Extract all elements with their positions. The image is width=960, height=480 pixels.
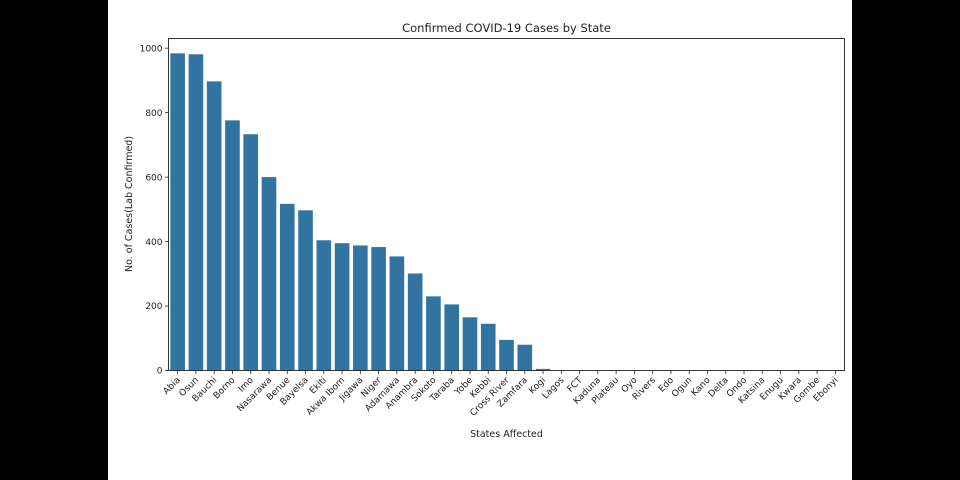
bar-abia <box>170 53 185 371</box>
bar-cross-river <box>499 339 514 371</box>
y-tick-label-400: 400 <box>145 238 162 248</box>
y-tick-label-1000: 1000 <box>140 44 163 54</box>
y-axis-title: No. of Cases(Lab Confirmed) <box>124 136 135 272</box>
bar-adamawa <box>389 256 405 371</box>
bar-bauchi <box>206 81 222 371</box>
y-tick-label-600: 600 <box>145 173 162 183</box>
bar-taraba <box>444 304 459 371</box>
bar-niger <box>371 247 386 371</box>
y-tick-label-800: 800 <box>145 109 162 119</box>
bar-kebbi <box>480 323 496 371</box>
bar-sokoto <box>426 296 441 371</box>
bar-bayelsa <box>298 210 313 371</box>
y-tick-label-0: 0 <box>157 367 163 377</box>
bar-osun <box>188 54 204 371</box>
y-axis: 0 200 400 600 800 1000 <box>140 44 169 377</box>
chart-figure: Confirmed COVID-19 Cases by State 0 200 40… <box>108 0 852 480</box>
bar-imo <box>243 134 259 371</box>
bar-ekiti <box>316 240 332 371</box>
x-tick-label-ogun: Ogun <box>670 376 694 400</box>
bar-akwa-ibom <box>334 243 350 371</box>
bar-chart: Confirmed COVID-19 Cases by State 0 200 40… <box>124 21 845 440</box>
y-tick-label-200: 200 <box>145 302 162 312</box>
chart-title: Confirmed COVID-19 Cases by State <box>402 21 611 35</box>
bar-kogi <box>535 368 551 371</box>
bar-anambra <box>407 273 423 371</box>
bar-yobe <box>462 317 478 371</box>
bar-zamfara <box>517 344 533 371</box>
bar-jigawa <box>353 245 368 371</box>
bar-borno <box>225 120 240 371</box>
bars-group <box>170 53 551 371</box>
bar-benue <box>279 203 295 371</box>
bar-nasarawa <box>261 177 277 371</box>
x-axis-title: States Affected <box>470 429 543 440</box>
